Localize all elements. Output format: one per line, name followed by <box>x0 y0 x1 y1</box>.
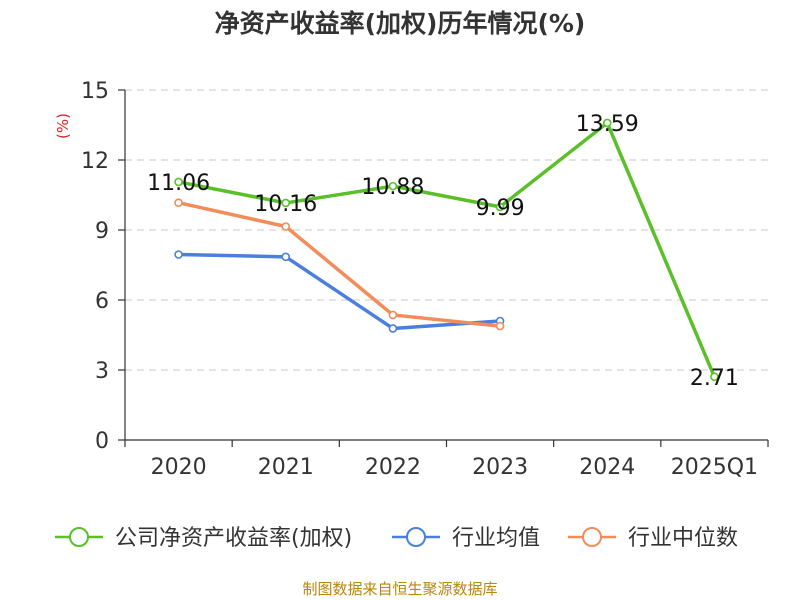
series-line-1 <box>178 121 717 378</box>
data-label: 10.88 <box>361 175 424 200</box>
data-point <box>388 324 398 333</box>
legend-label-2: 行业均值 <box>452 526 540 551</box>
legend-marker-1 <box>69 527 89 547</box>
x-tick-label: 2024 <box>579 455 635 480</box>
data-label: 2.71 <box>690 366 739 391</box>
data-point <box>281 222 291 231</box>
data-point <box>281 252 291 262</box>
data-source-note: 制图数据来自恒生聚源数据库 <box>302 580 498 598</box>
legend-label-3: 行业中位数 <box>628 526 738 551</box>
x-tick-label: 2020 <box>151 455 207 480</box>
data-label: 9.99 <box>476 196 525 221</box>
series-line-3 <box>178 200 501 328</box>
series-line-2 <box>178 252 501 331</box>
chart-title: 净资产收益率(加权)历年情况(%) <box>214 9 586 38</box>
y-tick-label: 3 <box>95 359 109 384</box>
data-point <box>495 321 505 331</box>
x-tick-label: 2023 <box>472 455 528 480</box>
data-point <box>388 181 398 191</box>
legend-marker-3 <box>582 527 602 547</box>
data-label: 11.06 <box>147 171 210 196</box>
y-tick-label: 12 <box>81 149 109 174</box>
y-tick-label: 0 <box>95 429 109 454</box>
y-tick-label: 6 <box>95 289 109 314</box>
data-point <box>174 250 183 259</box>
y-tick-label: 15 <box>81 79 109 104</box>
data-point <box>174 198 183 207</box>
x-tick-label: 2022 <box>365 455 421 480</box>
legend-label-1: 公司净资产收益率(加权) <box>115 526 352 551</box>
data-point <box>710 372 719 382</box>
x-tick-label: 2025Q1 <box>671 455 758 480</box>
legend-marker-2 <box>406 527 426 547</box>
data-point <box>281 198 291 208</box>
y-tick-label: 9 <box>95 219 109 244</box>
data-point <box>388 310 398 320</box>
data-point <box>174 177 183 187</box>
x-tick-label: 2021 <box>258 455 314 480</box>
data-label: 13.59 <box>576 112 639 137</box>
data-point <box>602 118 612 128</box>
data-label: 10.16 <box>254 192 317 217</box>
data-point <box>495 202 505 212</box>
y-axis-unit-label: (%) <box>54 113 72 139</box>
